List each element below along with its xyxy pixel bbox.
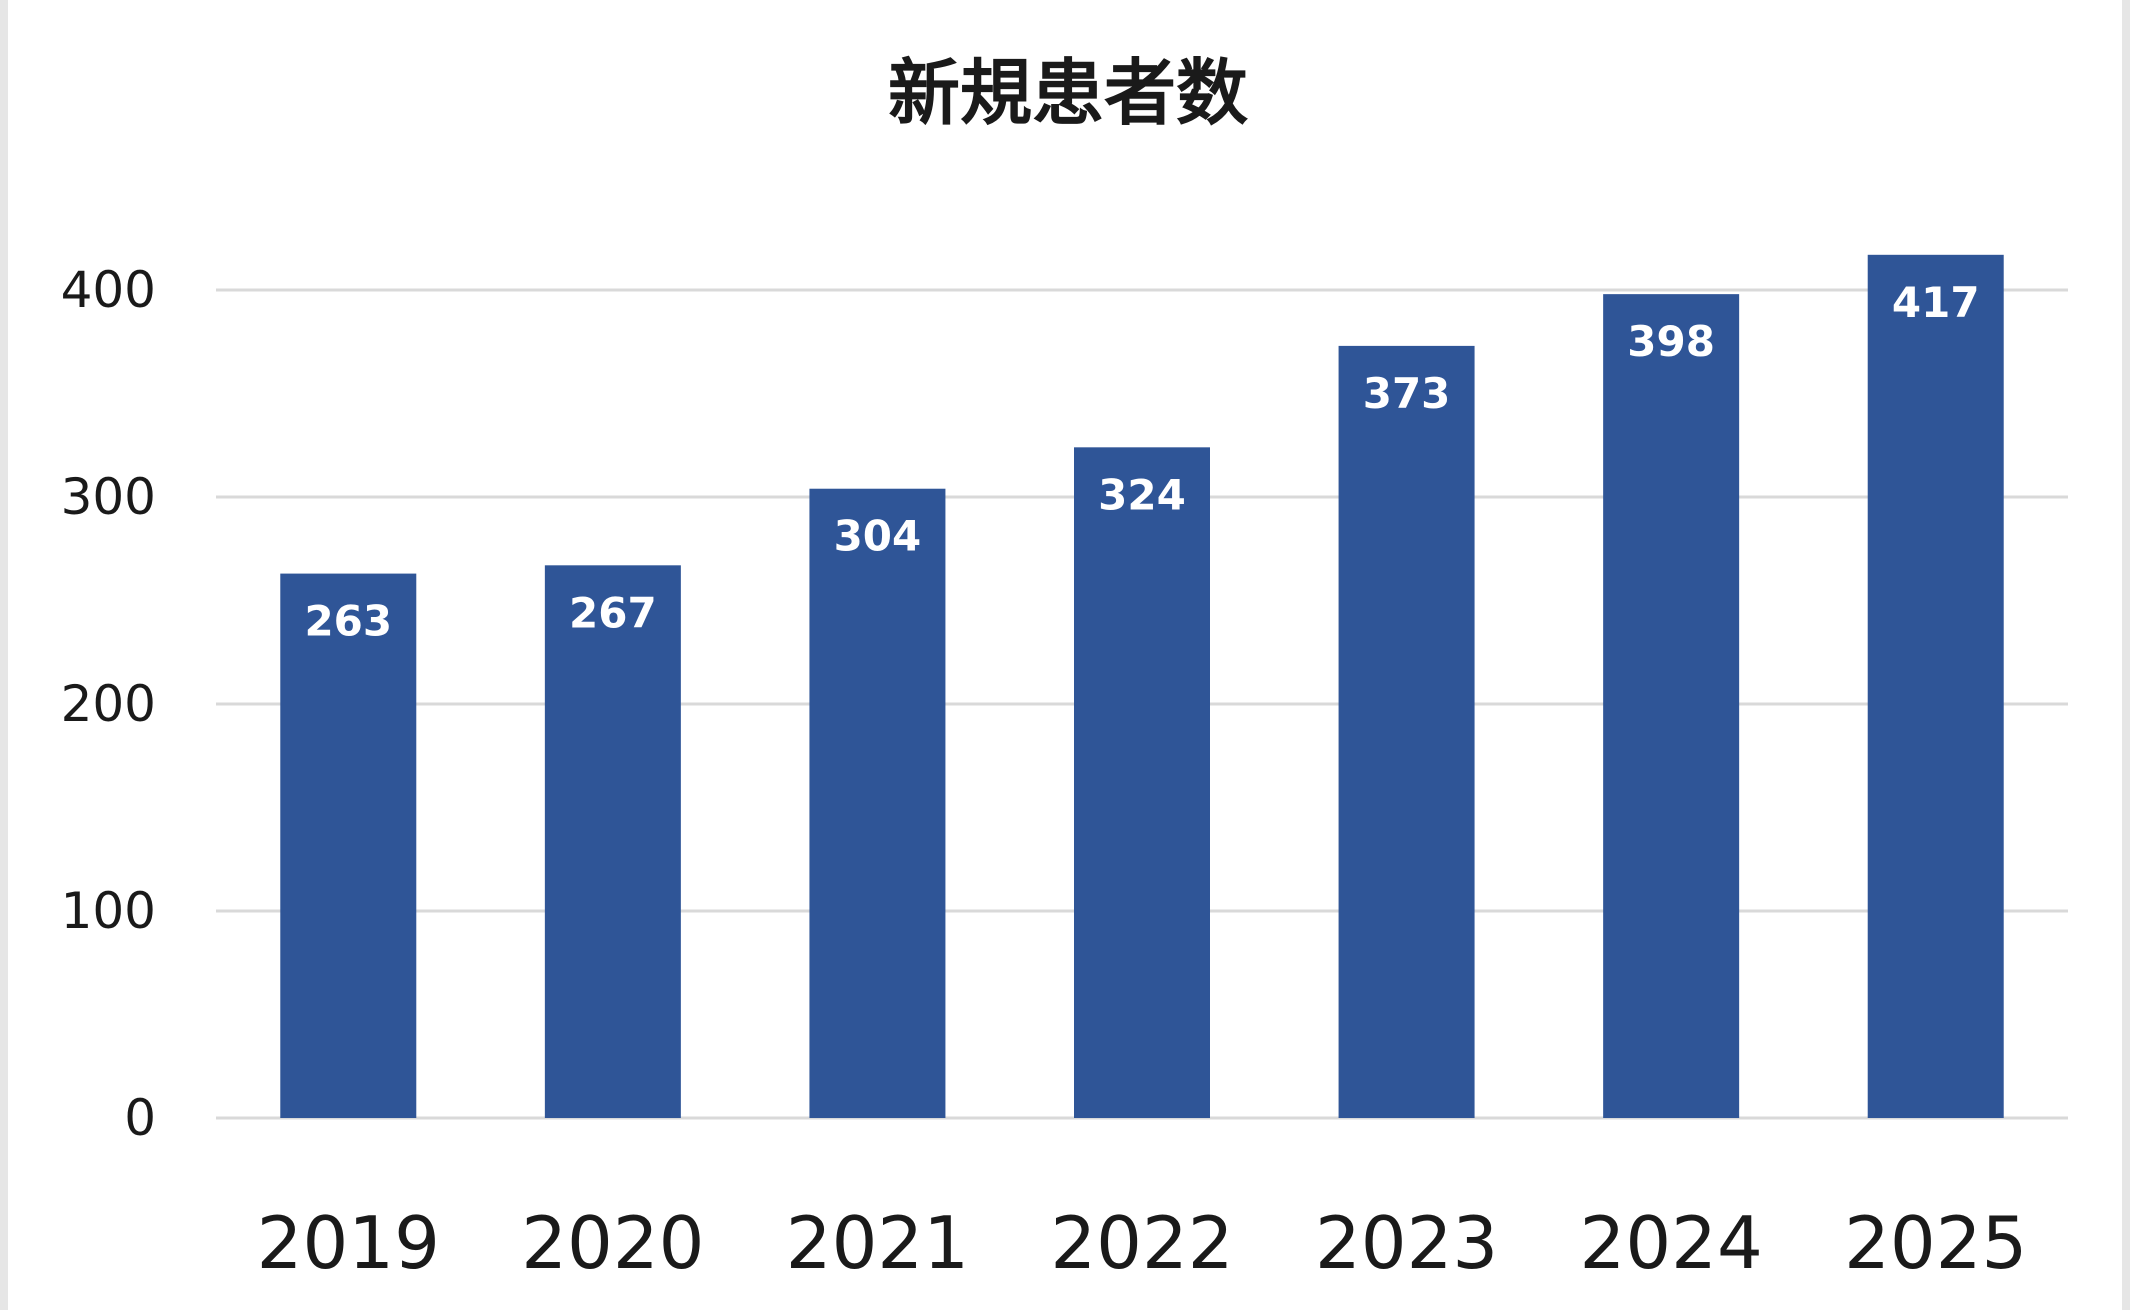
data-label: 373: [1363, 369, 1451, 418]
y-tick-label: 300: [61, 468, 156, 526]
data-label: 398: [1627, 317, 1715, 366]
data-label: 263: [304, 597, 392, 646]
data-label: 324: [1098, 470, 1186, 519]
x-tick-label: 2020: [521, 1201, 704, 1285]
x-tick-label: 2023: [1315, 1201, 1498, 1285]
bar: [1867, 254, 2004, 1118]
bar: [1074, 447, 1210, 1118]
chart-title: 新規患者数: [888, 51, 1248, 135]
x-tick-label: 2021: [786, 1201, 969, 1285]
y-tick-label: 400: [61, 261, 156, 319]
bar: [1603, 294, 1740, 1118]
bars: [280, 254, 2004, 1119]
x-tick-label: 2025: [1844, 1201, 2027, 1285]
chart-panel: 新規患者数 0 100 200 300 400 263 267 304 324 373 398 41…: [8, 0, 2122, 1310]
y-tick-label: 0: [124, 1089, 156, 1147]
x-axis-ticks: 2019 2020 2021 2022 2023 2024 2025: [257, 1201, 2028, 1285]
data-labels: 263 267 304 324 373 398 417: [304, 278, 1979, 646]
x-tick-label: 2019: [257, 1201, 440, 1285]
bar-chart: 新規患者数 0 100 200 300 400 263 267 304 324 373 398 41…: [61, 51, 2068, 1285]
y-axis-ticks: 0 100 200 300 400: [61, 261, 156, 1147]
x-tick-label: 2024: [1580, 1201, 1763, 1285]
x-tick-label: 2022: [1050, 1201, 1233, 1285]
data-label: 304: [834, 512, 922, 561]
bar: [544, 565, 681, 1118]
bar: [1338, 345, 1475, 1118]
y-tick-label: 100: [61, 882, 156, 940]
data-label: 417: [1892, 278, 1980, 327]
bar: [809, 488, 946, 1119]
data-label: 267: [569, 588, 657, 637]
bar: [280, 573, 417, 1118]
y-tick-label: 200: [61, 675, 156, 733]
